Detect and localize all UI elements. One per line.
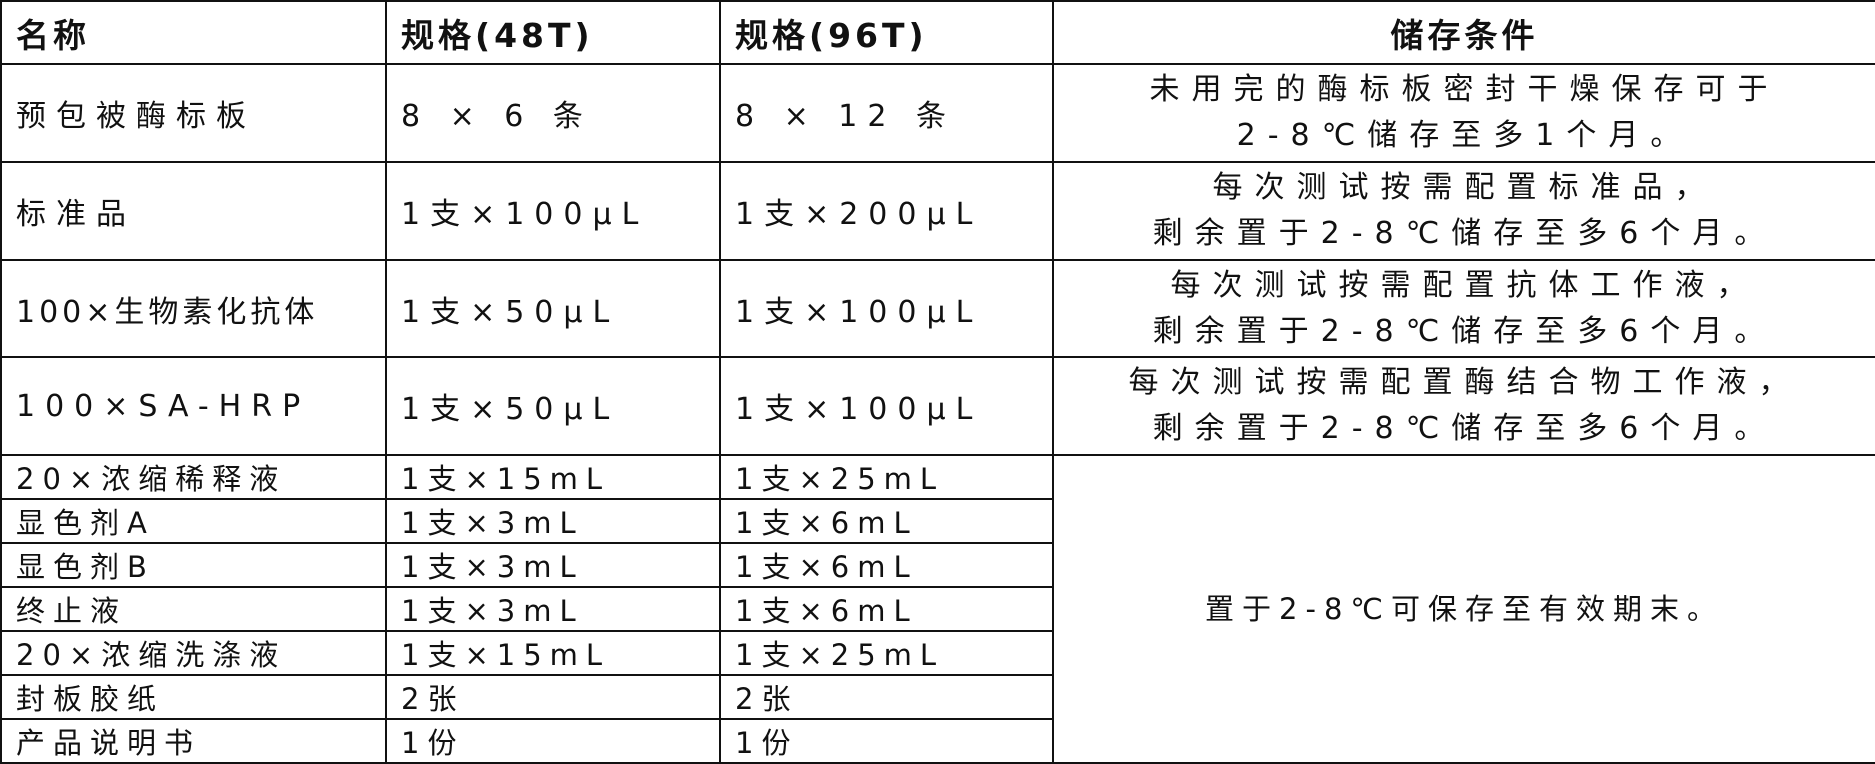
storage-condition: 每次测试按需配置酶结合物工作液， 剩余置于2-8℃储存至多6个月。 — [1052, 356, 1875, 456]
component-name: 产品说明书 — [0, 718, 387, 764]
spec-96t: 1份 — [719, 718, 1054, 764]
spec-96t: 1支×100μL — [719, 356, 1054, 456]
spec-48t: 1支×50μL — [385, 356, 721, 456]
storage-line: 剩余置于2-8℃储存至多6个月。 — [1152, 313, 1777, 349]
component-name: 封板胶纸 — [0, 674, 387, 720]
component-name: 100×生物素化抗体 — [0, 259, 387, 358]
spec-48t: 8 × 6 条 — [385, 63, 721, 163]
spec-48t: 1支×3mL — [385, 498, 721, 544]
header-row: 名称 规格(48T) 规格(96T) 储存条件 — [0, 0, 1875, 65]
storage-condition: 每次测试按需配置标准品， 剩余置于2-8℃储存至多6个月。 — [1052, 161, 1875, 261]
component-name: 20×浓缩稀释液 — [0, 454, 387, 500]
spec-48t: 1支×3mL — [385, 542, 721, 588]
spec-96t: 1支×200μL — [719, 161, 1054, 261]
component-name: 标准品 — [0, 161, 387, 261]
storage-line: 2-8℃储存至多1个月。 — [1236, 118, 1693, 153]
table-row: 20×浓缩洗涤液 1支×15mL 1支×25mL — [0, 630, 1875, 676]
storage-line: 每次测试按需配置标准品， — [1212, 170, 1717, 205]
storage-line: 每次测试按需配置抗体工作液， — [1170, 267, 1759, 303]
storage-line: 剩余置于2-8℃储存至多6个月。 — [1152, 216, 1777, 251]
spec-96t: 1支×6mL — [719, 498, 1054, 544]
component-name: 终止液 — [0, 586, 387, 632]
spec-48t: 1支×15mL — [385, 630, 721, 676]
spec-96t: 1支×25mL — [719, 454, 1054, 500]
header-name: 名称 — [0, 0, 387, 65]
spec-48t: 1支×3mL — [385, 586, 721, 632]
spec-48t: 1支×100μL — [385, 161, 721, 261]
table-row: 100×SA-HRP 1支×50μL 1支×100μL 每次测试按需配置酶结合物… — [0, 356, 1875, 456]
table-row: 100×生物素化抗体 1支×50μL 1支×100μL 每次测试按需配置抗体工作… — [0, 259, 1875, 358]
shared-storage-condition: 置于2-8℃可保存至有效期末。 — [1052, 454, 1875, 764]
spec-96t: 1支×25mL — [719, 630, 1054, 676]
spec-96t: 1支×6mL — [719, 542, 1054, 588]
storage-line: 剩余置于2-8℃储存至多6个月。 — [1152, 411, 1777, 446]
spec-48t: 1份 — [385, 718, 721, 764]
table-row: 终止液 1支×3mL 1支×6mL — [0, 586, 1875, 632]
table-row: 显色剂A 1支×3mL 1支×6mL — [0, 498, 1875, 544]
table-row: 标准品 1支×100μL 1支×200μL 每次测试按需配置标准品， 剩余置于2-… — [0, 161, 1875, 261]
spec-96t: 1支×6mL — [719, 586, 1054, 632]
storage-condition: 未用完的酶标板密封干燥保存可于 2-8℃储存至多1个月。 — [1052, 63, 1875, 163]
table-row: 显色剂B 1支×3mL 1支×6mL — [0, 542, 1875, 588]
table-row: 预包被酶标板 8 × 6 条 8 × 12 条 未用完的酶标板密封干燥保存可于 2… — [0, 63, 1875, 163]
storage-line: 未用完的酶标板密封干燥保存可于 — [1149, 72, 1780, 107]
spec-48t: 1支×15mL — [385, 454, 721, 500]
spec-96t: 2张 — [719, 674, 1054, 720]
table-row: 封板胶纸 2张 2张 — [0, 674, 1875, 720]
spec-48t: 1支×50μL — [385, 259, 721, 358]
spec-96t: 8 × 12 条 — [719, 63, 1054, 163]
component-name: 显色剂B — [0, 542, 387, 588]
component-name: 20×浓缩洗涤液 — [0, 630, 387, 676]
component-name: 显色剂A — [0, 498, 387, 544]
header-spec-96t: 规格(96T) — [719, 0, 1054, 65]
header-storage: 储存条件 — [1052, 0, 1875, 65]
storage-line: 每次测试按需配置酶结合物工作液， — [1128, 365, 1801, 400]
storage-condition: 每次测试按需配置抗体工作液， 剩余置于2-8℃储存至多6个月。 — [1052, 259, 1875, 358]
table-row: 20×浓缩稀释液 1支×15mL 1支×25mL 置于2-8℃可保存至有效期末。 — [0, 454, 1875, 764]
spec-96t: 1支×100μL — [719, 259, 1054, 358]
header-spec-48t: 规格(48T) — [385, 0, 721, 65]
spec-48t: 2张 — [385, 674, 721, 720]
component-name: 100×SA-HRP — [0, 356, 387, 456]
component-name: 预包被酶标板 — [0, 63, 387, 163]
